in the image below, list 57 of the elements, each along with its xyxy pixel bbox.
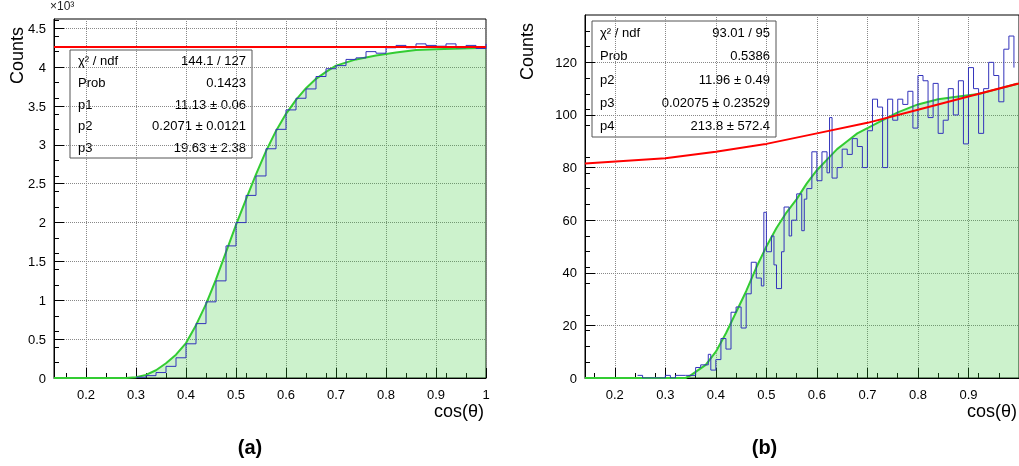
y-tick-label: 60 — [562, 212, 577, 228]
annotation: p3 — [600, 94, 615, 110]
y-tick-label: 0 — [38, 370, 46, 386]
annotation: p2 — [78, 118, 93, 134]
x-tick-label: 0.7 — [326, 387, 346, 402]
x-tick-label: 0.4 — [176, 387, 196, 402]
y-tick-label: 2 — [38, 215, 46, 231]
annotation: 11.96 ± 0.49 — [698, 71, 770, 87]
x-tick-label: 0.8 — [908, 387, 927, 402]
y-tick-label: 3 — [38, 137, 46, 153]
annotation: 0.1423 — [206, 74, 246, 90]
x-axis-title: cos(θ) — [966, 401, 1018, 421]
text: (b) — [751, 436, 778, 458]
x-tick-label: 0.6 — [276, 387, 296, 402]
annotation: 93.01 / 95 — [712, 25, 770, 41]
annotation: 0.2071 ± 0.0121 — [152, 118, 246, 134]
x-tick-label: 0.4 — [706, 387, 725, 402]
x-tick-label: 0.6 — [807, 387, 826, 402]
y-tick-label: 1.5 — [27, 253, 46, 269]
annotation: p2 — [600, 71, 615, 87]
y-tick-label: 20 — [562, 317, 577, 333]
x-tick-label: 0.8 — [376, 387, 396, 402]
y-tick-label: 0.5 — [27, 331, 46, 347]
y-tick-label: 80 — [562, 160, 577, 176]
x-tick-label: 1 — [482, 387, 490, 402]
y-axis-title: Counts — [517, 22, 537, 81]
annotation: 0.02075 ± 0.23529 — [661, 94, 770, 110]
y-tick-label: 100 — [555, 107, 577, 123]
annotation: Prob — [600, 48, 628, 64]
x-tick-label: 0.9 — [959, 387, 978, 402]
y-tick-label: 3.5 — [27, 98, 46, 114]
y-tick-label: 1 — [38, 292, 46, 308]
annotation: p4 — [600, 117, 615, 133]
text: (a) — [237, 436, 263, 458]
annotation: 144.1 / 127 — [180, 53, 246, 69]
y-tick-label: 40 — [562, 265, 577, 281]
annotation: 0.5386 — [730, 48, 770, 64]
y-tick-label: 120 — [555, 54, 577, 70]
x-tick-label: 0.3 — [126, 387, 146, 402]
x-tick-label: 0.5 — [757, 387, 776, 402]
y-axis-title: Counts — [7, 26, 27, 85]
x-tick-label: 0.5 — [226, 387, 246, 402]
annotation: 213.8 ± 572.4 — [690, 117, 770, 133]
y-tick-label: 4 — [38, 59, 46, 75]
annotation: p1 — [78, 96, 93, 112]
annotation: Prob — [78, 74, 106, 90]
annotation: p3 — [78, 139, 93, 155]
text: ×10³ — [50, 0, 75, 13]
x-axis-title: cos(θ) — [433, 401, 485, 421]
y-tick-label: 4.5 — [27, 20, 46, 36]
x-tick-label: 0.3 — [656, 387, 675, 402]
x-tick-label: 0.2 — [605, 387, 624, 402]
x-tick-label: 0.9 — [426, 387, 446, 402]
x-tick-label: 0.2 — [76, 387, 96, 402]
y-tick-label: 0 — [569, 370, 577, 386]
y-tick-label: 2.5 — [27, 176, 46, 192]
x-tick-label: 0.7 — [858, 387, 877, 402]
